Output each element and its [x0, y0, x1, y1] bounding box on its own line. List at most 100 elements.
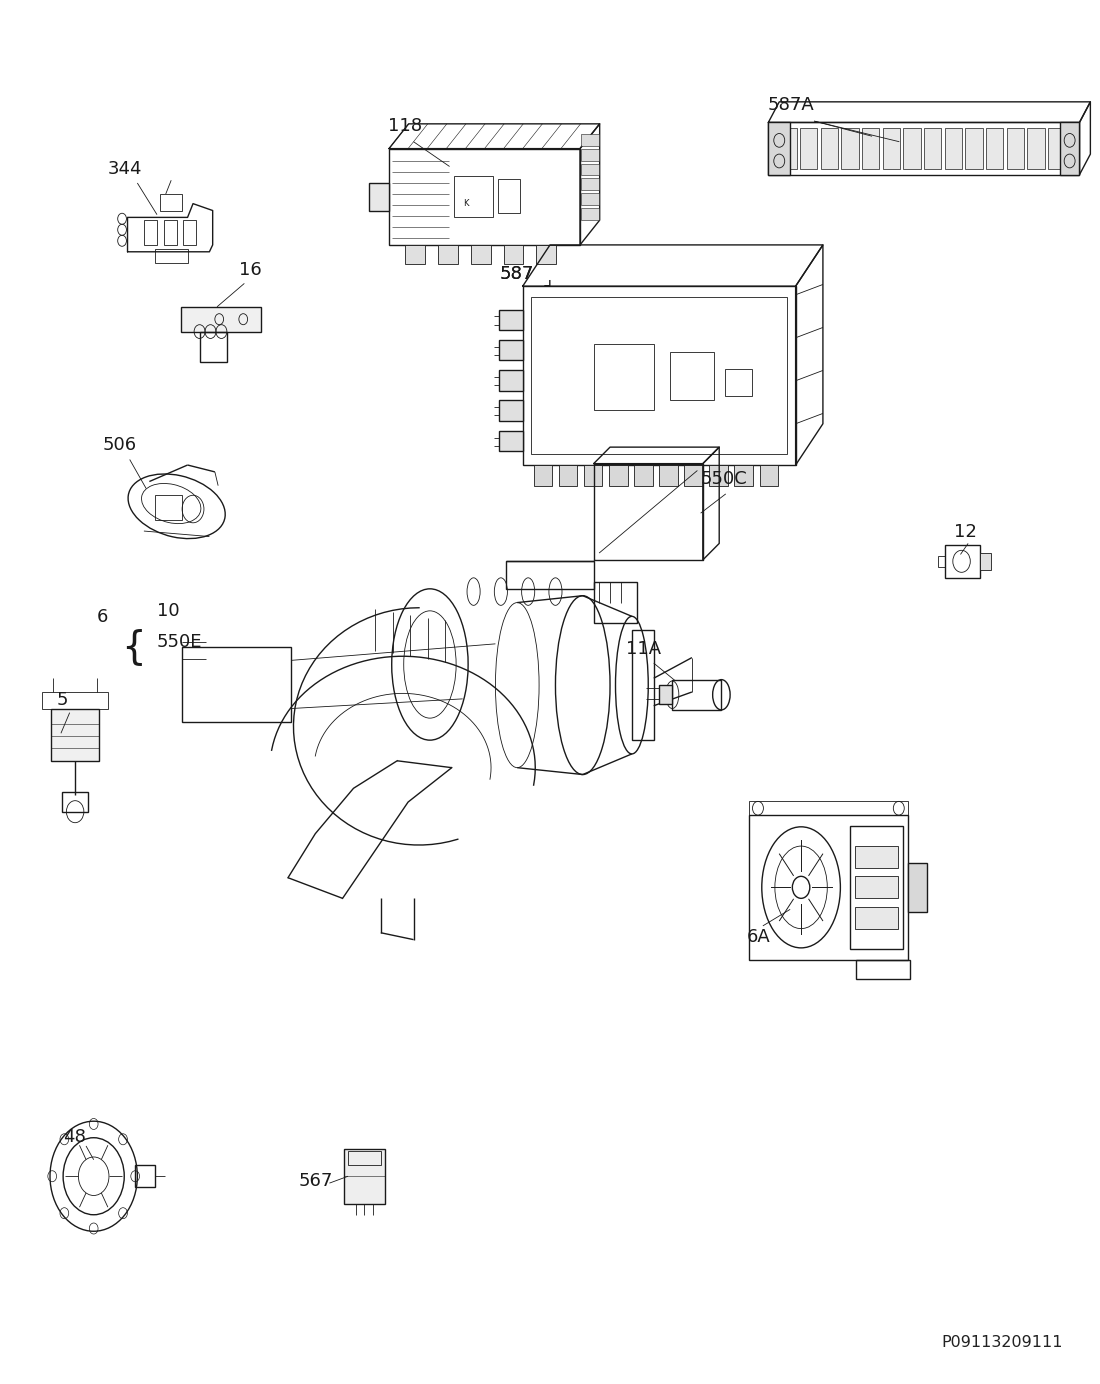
Bar [631, 630, 653, 740]
Text: 550E: 550E [157, 632, 202, 650]
Bar [522, 286, 795, 465]
Bar [1027, 127, 1045, 169]
Bar [370, 183, 389, 210]
Text: ⌟: ⌟ [542, 270, 551, 289]
Bar [821, 127, 838, 169]
Bar [199, 332, 227, 361]
Bar [725, 368, 752, 396]
Bar [348, 1151, 381, 1165]
Text: P09113209111: P09113209111 [942, 1334, 1063, 1349]
Bar [43, 692, 108, 709]
Text: 6A: 6A [747, 929, 770, 947]
Bar [62, 793, 88, 811]
Text: 16: 16 [239, 262, 262, 280]
Bar [498, 400, 522, 421]
Text: 118: 118 [388, 116, 422, 134]
Text: 506: 506 [102, 436, 136, 454]
Bar [855, 876, 899, 898]
Text: 587: 587 [499, 266, 535, 284]
Bar [534, 465, 552, 486]
Bar [672, 680, 722, 710]
Bar [779, 127, 796, 169]
Bar [850, 826, 903, 948]
Bar [903, 127, 921, 169]
Bar [471, 245, 491, 264]
Bar [581, 179, 598, 191]
Text: 6: 6 [97, 608, 108, 626]
Bar [937, 556, 945, 567]
Bar [506, 562, 594, 588]
Bar [749, 801, 907, 815]
Bar [659, 685, 672, 704]
Bar [980, 554, 991, 570]
Bar [537, 245, 556, 264]
Bar [710, 465, 728, 486]
Bar [945, 127, 961, 169]
Bar [800, 127, 817, 169]
Bar [498, 370, 522, 390]
Bar [498, 310, 522, 331]
Bar [1006, 127, 1024, 169]
Bar [882, 127, 900, 169]
Bar [184, 220, 196, 245]
Bar [343, 1149, 385, 1204]
Bar [945, 545, 980, 577]
Bar [760, 465, 778, 486]
Bar [581, 134, 598, 145]
Bar [594, 581, 637, 623]
Bar [735, 465, 754, 486]
Bar [144, 220, 157, 245]
Text: 11A: 11A [626, 639, 661, 657]
Bar [581, 208, 598, 220]
Bar [670, 352, 714, 400]
Bar [609, 465, 627, 486]
Bar [1059, 122, 1079, 174]
Text: 550C: 550C [701, 471, 747, 489]
Bar [855, 907, 899, 929]
Text: 344: 344 [108, 159, 142, 177]
Text: {: { [121, 628, 145, 666]
Bar [768, 122, 790, 174]
Bar [659, 465, 678, 486]
Bar [389, 148, 580, 245]
Bar [965, 127, 982, 169]
Text: 567: 567 [299, 1172, 333, 1190]
Bar [1048, 127, 1065, 169]
Bar [855, 846, 899, 868]
Bar [749, 815, 907, 959]
Bar [161, 194, 183, 210]
Text: 12: 12 [954, 523, 977, 541]
Text: 10: 10 [157, 602, 179, 620]
Bar [498, 430, 522, 451]
Bar [135, 1165, 155, 1187]
Bar [842, 127, 859, 169]
Bar [559, 465, 578, 486]
Bar [155, 495, 183, 520]
Text: 587: 587 [499, 266, 535, 284]
Bar [862, 127, 879, 169]
Text: 587A: 587A [767, 97, 814, 115]
Bar [581, 148, 598, 161]
Text: K: K [463, 199, 469, 208]
Bar [634, 465, 652, 486]
Bar [183, 646, 292, 722]
Bar [51, 709, 99, 761]
Bar [908, 862, 927, 912]
Bar [584, 465, 603, 486]
Bar [498, 179, 520, 213]
Bar [856, 959, 910, 978]
Bar [581, 163, 598, 176]
Text: 48: 48 [63, 1128, 86, 1146]
Bar [406, 245, 425, 264]
Bar [438, 245, 458, 264]
Bar [164, 220, 177, 245]
Bar [924, 127, 942, 169]
Bar [581, 194, 598, 205]
Bar [498, 340, 522, 360]
Bar [986, 127, 1003, 169]
Bar [182, 307, 261, 332]
Bar [504, 245, 524, 264]
Bar [531, 298, 786, 454]
Bar [594, 345, 653, 410]
Bar [454, 176, 493, 217]
